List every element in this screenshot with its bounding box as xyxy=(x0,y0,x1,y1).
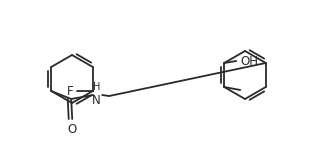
Text: OH: OH xyxy=(240,55,258,67)
Text: O: O xyxy=(68,123,77,136)
Text: H: H xyxy=(92,82,100,92)
Text: F: F xyxy=(67,85,74,97)
Text: N: N xyxy=(92,94,100,107)
